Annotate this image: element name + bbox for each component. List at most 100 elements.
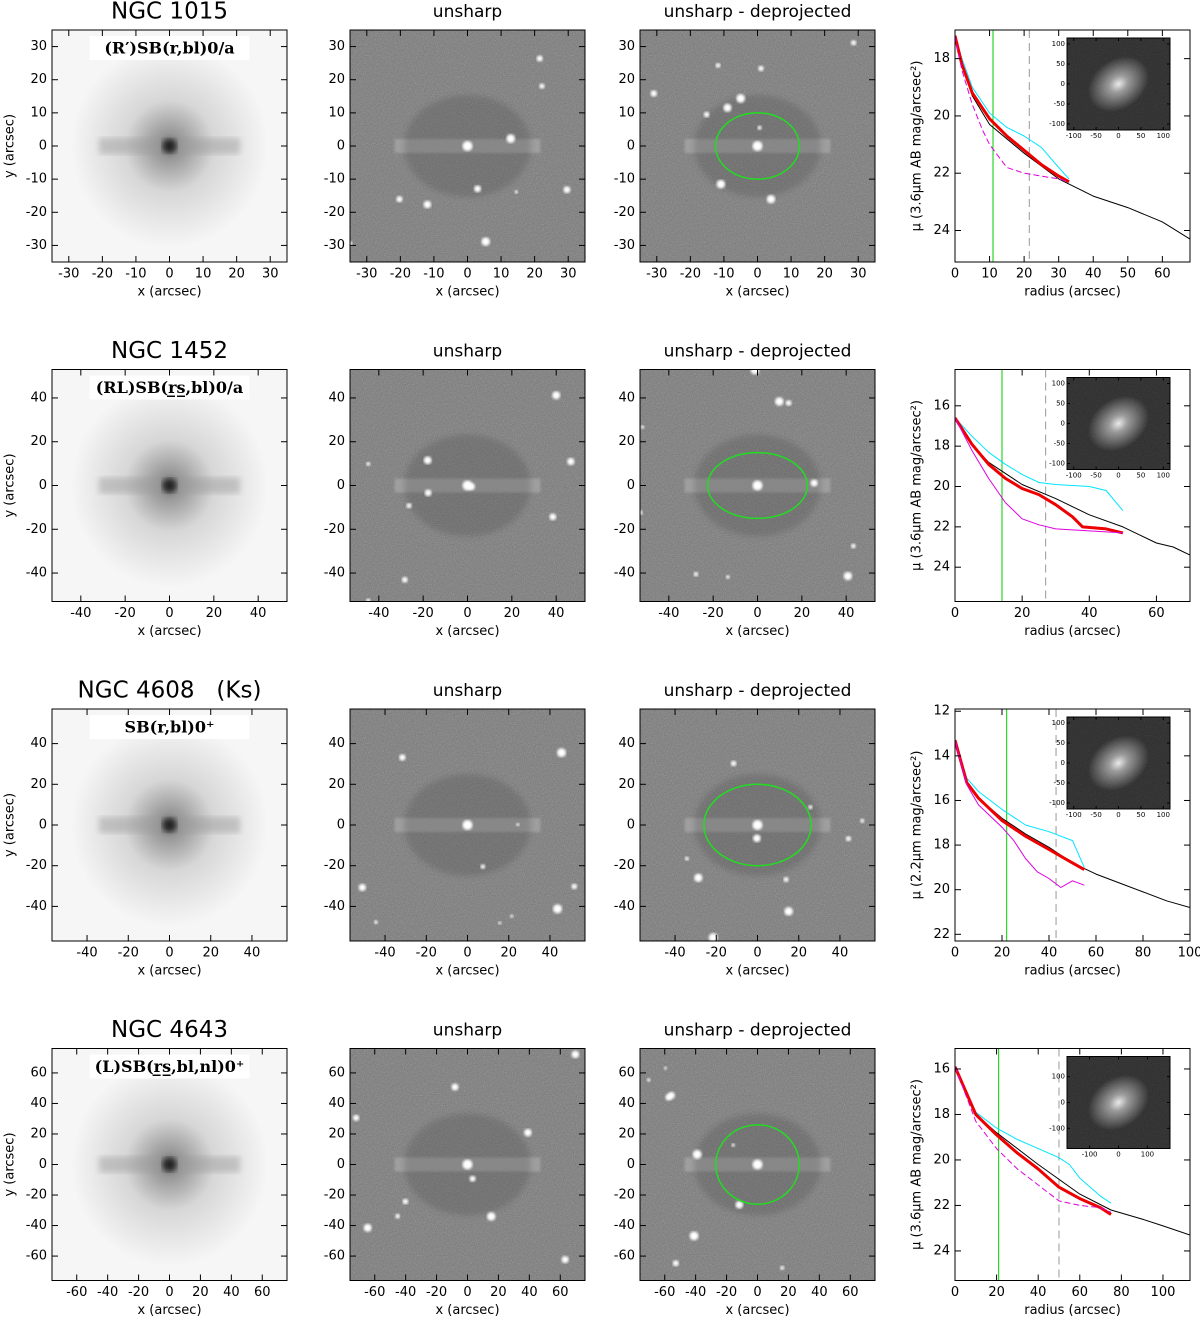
x-tick-label: 100 <box>1141 1151 1154 1159</box>
x-tick-label: -10 <box>713 267 734 282</box>
star <box>708 933 718 941</box>
y-tick-label: 0 <box>337 1157 345 1172</box>
x-tick-label: 20 <box>1014 606 1031 621</box>
star <box>850 543 856 549</box>
x-tick-label: 60 <box>842 1285 859 1300</box>
y-axis-label: y (arcsec) <box>3 114 18 178</box>
star <box>363 1223 372 1232</box>
star <box>692 1149 702 1159</box>
y-tick-label: -20 <box>26 1188 47 1203</box>
axes-frame <box>51 369 288 602</box>
x-tick-label: -20 <box>706 946 727 961</box>
image <box>52 1048 287 1281</box>
x-tick-label: 30 <box>1050 267 1067 282</box>
profile-line <box>955 1066 1112 1213</box>
star <box>731 1143 735 1147</box>
x-tick-label: 30 <box>560 267 577 282</box>
y-tick-label: 0 <box>337 818 345 833</box>
axes-frame <box>639 1048 876 1281</box>
y-tick-label: -40 <box>614 899 635 914</box>
star <box>843 571 853 581</box>
star <box>516 822 520 827</box>
axes-frame <box>51 29 288 263</box>
star <box>480 864 486 869</box>
x-tick-label: 20 <box>504 606 521 621</box>
x-tick-label: 0 <box>165 946 173 961</box>
y-tick-label: 20 <box>30 434 47 449</box>
star <box>539 83 545 89</box>
y-tick-label: 0 <box>627 139 635 154</box>
y-tick-label: 20 <box>933 108 950 123</box>
star <box>735 1200 744 1209</box>
profile-line <box>955 35 1070 180</box>
y-axis-label: μ (3.6μm AB mag/arcsec²) <box>910 61 925 232</box>
y-tick-label: -10 <box>614 172 635 187</box>
x-tick-label: 80 <box>1113 1285 1130 1300</box>
y-tick-label: 0 <box>39 818 47 833</box>
image <box>52 30 287 262</box>
star <box>775 397 784 406</box>
x-tick-label: 0 <box>753 606 761 621</box>
y-tick-label: -20 <box>324 1188 345 1203</box>
y-tick-label: 100 <box>1052 380 1065 388</box>
x-tick-label: 0 <box>753 1285 761 1300</box>
star <box>716 179 726 189</box>
x-tick-label: 20 <box>206 606 223 621</box>
y-tick-label: 20 <box>30 1126 47 1141</box>
panel-title: unsharp <box>433 342 502 362</box>
star <box>567 457 575 466</box>
star <box>561 1256 569 1264</box>
x-tick-label: -50 <box>1090 811 1101 819</box>
star <box>396 196 403 203</box>
image <box>350 709 585 941</box>
star <box>780 1265 785 1270</box>
x-tick-label: 20 <box>780 1285 797 1300</box>
y-tick-label: -20 <box>324 205 345 220</box>
bar-ellipse <box>703 783 812 867</box>
y-tick-label: -10 <box>26 172 47 187</box>
y-tick-label: 0 <box>1061 759 1065 767</box>
star <box>860 818 865 823</box>
y-tick-label: -20 <box>26 858 47 873</box>
y-tick-label: 12 <box>933 704 950 719</box>
x-tick-label: -20 <box>390 267 411 282</box>
plot-area <box>955 1048 1190 1281</box>
x-tick-label: 60 <box>1072 1285 1089 1300</box>
star <box>845 836 851 842</box>
x-tick-label: 0 <box>951 606 959 621</box>
core <box>752 820 763 830</box>
profile-line <box>955 417 1124 535</box>
axes-frame <box>1066 1056 1171 1149</box>
panel-title: NGC 1452 <box>111 338 228 364</box>
star <box>423 456 432 465</box>
y-tick-label: -10 <box>324 172 345 187</box>
profile-line <box>955 1066 1112 1216</box>
y-tick-label: 20 <box>933 882 950 897</box>
image <box>350 1048 585 1281</box>
star <box>406 503 412 509</box>
y-tick-label: 60 <box>618 1065 635 1080</box>
profile-line <box>955 417 1123 534</box>
profile-line <box>955 417 1124 512</box>
star <box>784 907 793 916</box>
star <box>810 479 818 487</box>
star <box>684 856 689 861</box>
star <box>693 571 699 577</box>
star <box>640 510 643 515</box>
x-axis-label: x (arcsec) <box>435 624 499 639</box>
y-tick-label: -20 <box>324 858 345 873</box>
x-tick-label: 40 <box>250 606 267 621</box>
star <box>758 65 764 72</box>
y-tick-label: -100 <box>1049 120 1065 128</box>
star <box>481 237 490 246</box>
x-tick-label: -100 <box>1066 472 1082 480</box>
y-tick-label: 100 <box>1052 719 1065 727</box>
x-tick-label: -40 <box>368 606 389 621</box>
x-tick-label: 60 <box>1148 606 1165 621</box>
profile-line <box>955 35 1070 183</box>
panel-title: unsharp <box>433 681 502 701</box>
x-tick-label: 100 <box>1157 811 1170 819</box>
star <box>571 1050 580 1059</box>
x-tick-label: 100 <box>1157 472 1170 480</box>
y-tick-label: 22 <box>933 1198 950 1213</box>
